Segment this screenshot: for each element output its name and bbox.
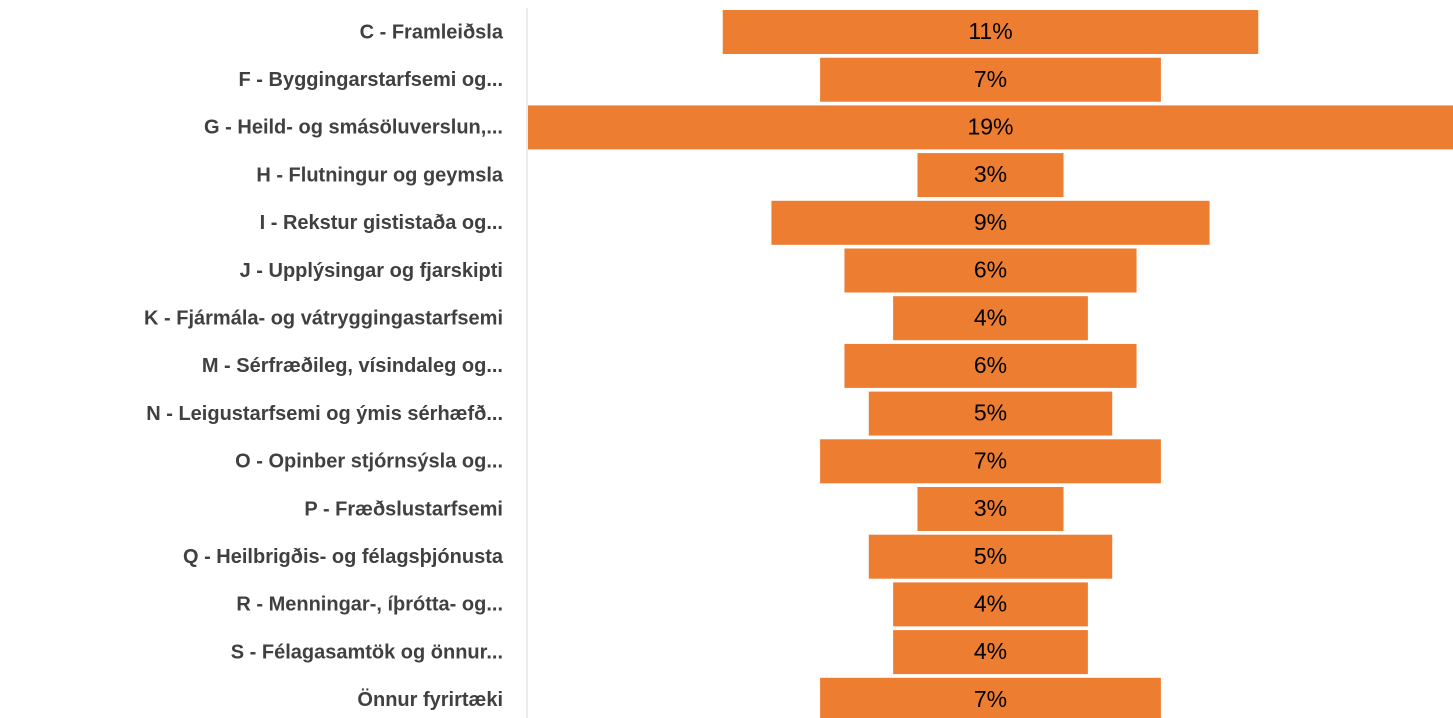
category-label: Önnur fyrirtæki (357, 688, 503, 711)
category-label: P - Fræðslustarfsemi (304, 498, 503, 520)
bar (893, 296, 1088, 341)
category-label: G - Heild- og smásöluverslun,... (204, 117, 503, 139)
category-label: C - Framleiðsla (360, 21, 504, 43)
data-label: 7% (974, 66, 1007, 92)
data-label: 6% (974, 352, 1007, 378)
bar (893, 582, 1088, 627)
bar (868, 534, 1113, 579)
category-label: M - Sérfræðileg, vísindaleg og... (202, 355, 503, 377)
category-label: N - Leigustarfsemi og ýmis sérhæfð... (146, 403, 503, 425)
data-label: 19% (967, 113, 1013, 139)
data-label: 5% (974, 543, 1007, 569)
bar (917, 487, 1064, 531)
data-label: 4% (974, 590, 1007, 616)
bar (722, 10, 1259, 54)
bar (820, 57, 1161, 102)
category-label: J - Upplýsingar og fjarskipti (240, 260, 503, 282)
data-label: 11% (968, 18, 1012, 44)
category-label: R - Menningar-, íþrótta- og... (236, 594, 503, 616)
bar (820, 439, 1161, 484)
bar (771, 200, 1210, 245)
data-label: 3% (974, 495, 1007, 521)
bar (820, 677, 1161, 718)
category-label: I - Rekstur gististaða og... (260, 212, 503, 234)
bar (868, 391, 1113, 436)
bar (844, 343, 1137, 388)
data-label: 3% (974, 161, 1007, 187)
data-label: 6% (974, 257, 1007, 283)
data-label: 7% (974, 686, 1007, 712)
bar (893, 630, 1088, 675)
category-label: O - Opinber stjórnsýsla og... (235, 451, 503, 473)
bar (528, 105, 1453, 150)
bar (917, 153, 1064, 198)
category-label: K - Fjármála- og vátryggingastarfsemi (144, 307, 503, 329)
data-label: 4% (974, 304, 1007, 330)
category-label: F - Byggingarstarfsemi og... (239, 69, 503, 91)
data-label: 7% (974, 447, 1007, 473)
category-label: Q - Heilbrigðis- og félagsþjónusta (183, 546, 504, 568)
category-label: S - Félagasamtök og önnur... (231, 641, 503, 663)
data-label: 4% (974, 638, 1007, 664)
category-label: H - Flutningur og geymsla (256, 164, 504, 186)
data-label: 5% (974, 400, 1007, 426)
bar (844, 248, 1137, 293)
data-label: 9% (974, 209, 1007, 235)
